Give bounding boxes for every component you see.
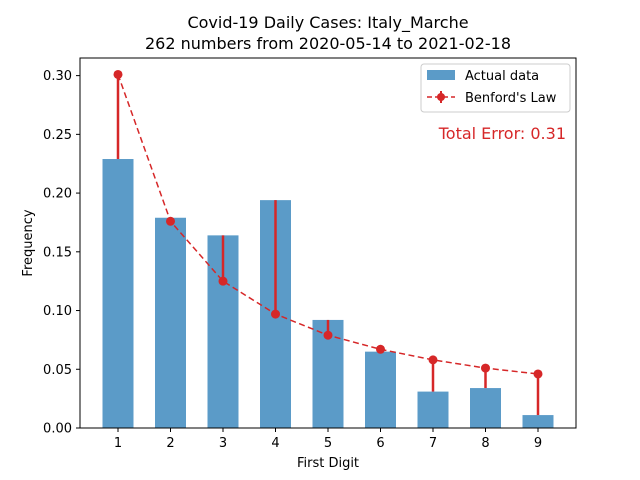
y-tick-label-0.15: 0.15 [43, 245, 72, 260]
chart-title-line-2: 262 numbers from 2020-05-14 to 2021-02-1… [145, 34, 511, 53]
y-tick-label-0.25: 0.25 [43, 128, 72, 143]
plot-area: 1 2 3 4 5 6 7 8 9 0.00 0.05 0.10 0.15 0.20 0.25 0.30 [43, 69, 554, 451]
benford-marker-digit-2 [166, 216, 175, 226]
legend-label-benford: Benford's Law [465, 91, 557, 106]
legend-label-actual-data: Actual data [465, 69, 539, 84]
benford-marker-digit-9 [533, 369, 543, 379]
benford-marker-digit-4 [271, 309, 280, 319]
bar-actual-digit-1 [102, 159, 134, 428]
benford-marker-digit-6 [376, 344, 385, 354]
bar-actual-digit-2 [155, 217, 186, 428]
y-tick-label-0.10: 0.10 [43, 304, 72, 319]
benford-marker-digit-8 [481, 363, 490, 373]
chart-title-line-1: Covid-19 Daily Cases: Italy_Marche [187, 13, 468, 33]
total-error-annotation: Total Error: 0.31 [438, 124, 566, 143]
x-tick-label-7: 7 [429, 436, 437, 451]
bar-actual-digit-7 [417, 391, 449, 428]
y-tick-label-0.30: 0.30 [43, 69, 72, 84]
legend-swatch-actual-data [427, 70, 455, 80]
benford-marker-digit-5 [323, 330, 333, 340]
axes-frame [79, 57, 577, 429]
bar-actual-digit-8 [470, 388, 501, 428]
legend-box [420, 63, 571, 113]
x-tick-label-9: 9 [534, 436, 542, 451]
x-tick-label-2: 2 [166, 436, 174, 451]
x-tick-label-6: 6 [376, 436, 384, 451]
x-tick-label-4: 4 [271, 436, 279, 451]
benford-marker-digit-1 [113, 69, 123, 79]
y-axis-label: Frequency [21, 209, 36, 276]
benford-marker-digit-7 [428, 355, 438, 365]
y-tick-label-0.20: 0.20 [43, 187, 72, 202]
x-tick-label-3: 3 [219, 436, 227, 451]
x-tick-label-1: 1 [114, 436, 122, 451]
legend-swatch-benford-marker [437, 93, 445, 101]
x-tick-label-8: 8 [481, 436, 489, 451]
x-axis-label: First Digit [297, 456, 359, 471]
bar-actual-digit-6 [365, 351, 396, 428]
y-tick-label-0.00: 0.00 [43, 422, 72, 437]
benford-marker-digit-3 [218, 276, 228, 286]
legend: Actual data Benford's Law [420, 63, 571, 113]
bar-actual-digit-9 [522, 415, 554, 428]
y-tick-label-0.05: 0.05 [43, 363, 72, 378]
x-tick-label-5: 5 [324, 436, 332, 451]
